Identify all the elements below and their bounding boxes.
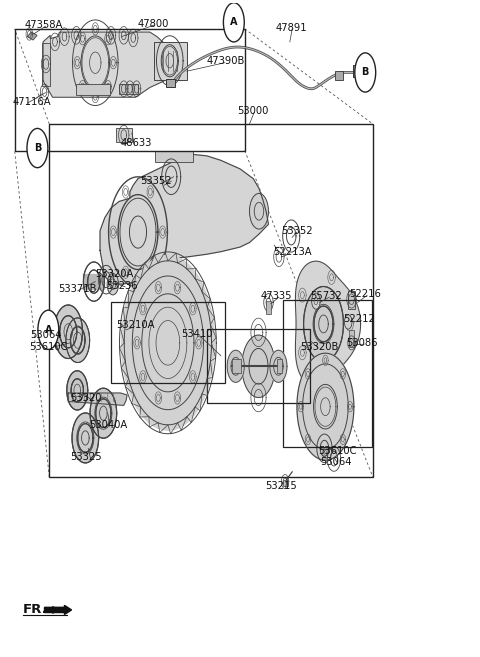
Text: FR.: FR. [23,603,48,616]
Text: 47390B: 47390B [207,57,245,66]
Ellipse shape [38,310,59,350]
Text: 47116A: 47116A [12,97,51,107]
Text: 53371B: 53371B [58,284,96,294]
Text: A: A [230,17,238,28]
Bar [49,124,373,477]
Polygon shape [72,413,98,463]
Text: 53040A: 53040A [90,420,128,430]
Ellipse shape [312,293,320,309]
Polygon shape [100,154,268,284]
Text: 47358A: 47358A [24,20,62,30]
Polygon shape [90,388,117,438]
Text: 53064: 53064 [320,457,351,467]
Polygon shape [67,371,88,410]
Polygon shape [84,275,104,288]
Bar [76,83,109,95]
Polygon shape [270,350,287,382]
Bar [42,43,50,85]
Text: 55732: 55732 [310,291,341,301]
Bar [154,42,187,79]
Polygon shape [227,350,244,382]
Bar [283,480,288,486]
Polygon shape [66,318,90,363]
Text: 53064: 53064 [30,330,62,340]
Ellipse shape [344,315,352,329]
Polygon shape [54,305,83,359]
Text: 53210A: 53210A [116,320,154,330]
Polygon shape [27,32,37,40]
Polygon shape [242,335,275,397]
Text: 53215: 53215 [265,481,297,491]
Polygon shape [68,393,127,405]
Bar [266,301,271,314]
Bar [111,302,225,382]
Text: 53320: 53320 [71,393,102,403]
Ellipse shape [355,53,376,92]
Bar [283,300,372,447]
Text: 53320A: 53320A [95,269,133,279]
Bar [353,65,365,77]
Text: 52213A: 52213A [273,247,312,258]
Bar [348,290,355,309]
Text: 48633: 48633 [120,139,152,148]
Text: 53410: 53410 [180,329,212,340]
Ellipse shape [250,193,268,229]
Text: 47800: 47800 [138,18,169,29]
Text: 47891: 47891 [276,22,307,33]
Polygon shape [45,605,72,614]
Text: A: A [45,325,52,335]
Bar [335,71,343,79]
Polygon shape [295,261,360,387]
Text: 53236: 53236 [106,281,138,290]
Text: 53325: 53325 [71,453,102,463]
Text: 52212: 52212 [343,315,375,325]
Bar [14,29,245,150]
Text: B: B [361,68,369,78]
Text: 53000: 53000 [238,106,269,116]
Polygon shape [297,353,354,460]
Ellipse shape [107,273,119,295]
Text: 53610C: 53610C [318,446,357,456]
Text: 53086: 53086 [346,338,378,348]
Bar [166,79,175,87]
Polygon shape [43,32,164,97]
Bar [349,330,354,347]
Text: 53610C: 53610C [29,342,67,351]
Polygon shape [121,256,215,430]
Bar [116,128,132,142]
Text: 53320B: 53320B [300,342,338,351]
Bar [232,359,241,373]
Bar [207,328,310,403]
Ellipse shape [27,128,48,168]
Ellipse shape [223,3,244,42]
Text: B: B [34,143,41,153]
Polygon shape [304,286,343,361]
Text: 53352: 53352 [140,176,172,187]
Text: 47335: 47335 [261,291,292,301]
Text: 53352: 53352 [281,226,313,236]
Bar [155,151,192,162]
Text: 52216: 52216 [349,289,381,299]
Bar [276,359,282,373]
Bar [119,83,138,94]
